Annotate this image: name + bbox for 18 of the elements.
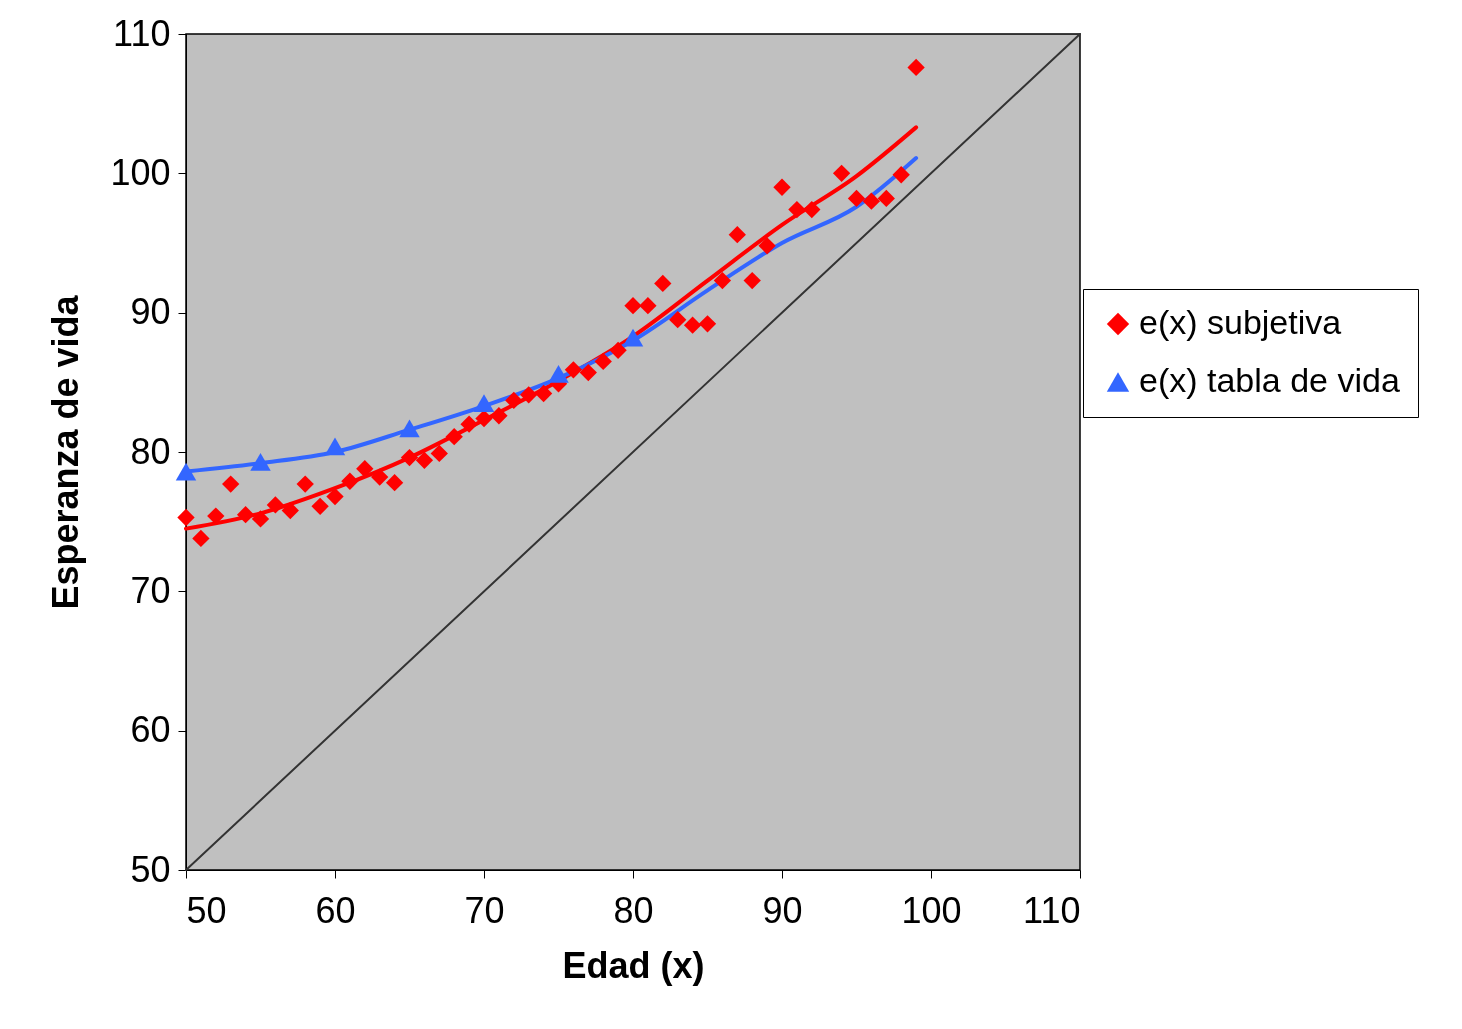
y-tick-label: 80 (130, 430, 171, 472)
y-tick-label: 50 (130, 848, 171, 890)
y-tick-label: 100 (110, 151, 171, 193)
y-tick-label: 90 (130, 291, 171, 333)
x-tick-label: 80 (613, 889, 654, 931)
y-tick-label: 60 (130, 709, 171, 751)
x-tick-label: 100 (901, 889, 962, 931)
x-tick-label: 60 (315, 889, 356, 931)
legend-label: e(x) subjetiva (1139, 303, 1342, 341)
legend-label: e(x) tabla de vida (1139, 361, 1400, 399)
x-tick-label: 70 (464, 889, 505, 931)
y-tick-label: 70 (130, 569, 171, 611)
y-axis-title: Esperanza de vida (45, 294, 87, 610)
x-axis-title: Edad (x) (562, 944, 705, 986)
x-tick-label: 110 (1023, 889, 1081, 931)
x-tick-label: 90 (762, 889, 803, 931)
y-tick-label: 110 (113, 12, 171, 54)
x-tick-label: 50 (186, 889, 227, 931)
